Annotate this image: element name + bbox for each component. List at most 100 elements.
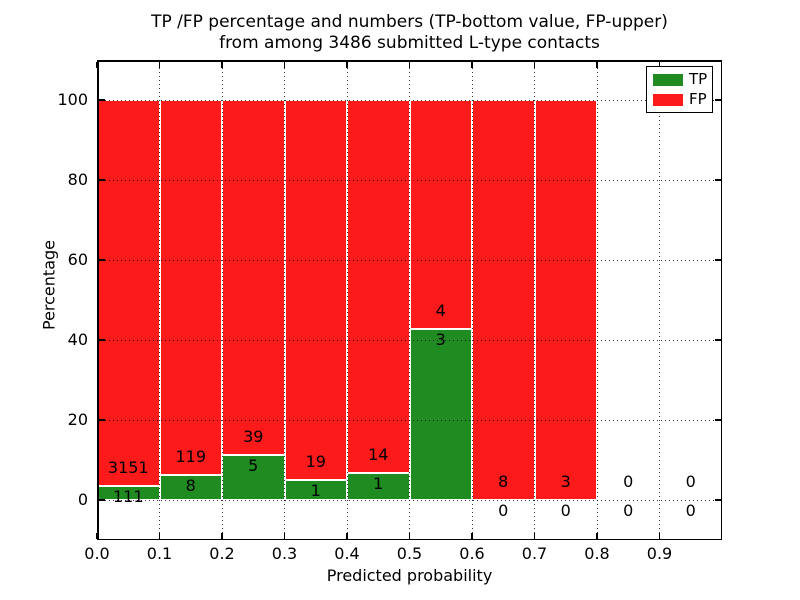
x-tick-mark	[658, 61, 661, 68]
bar-segment-fp	[347, 100, 410, 474]
x-tick-label: 0.1	[146, 544, 173, 563]
tp-count-label: 111	[112, 487, 144, 507]
x-tick-label: 0.4	[334, 544, 360, 563]
gridline-vertical	[659, 60, 660, 540]
plot-area: TP FP 3151 111 119 8 39 5 19 1 14 1 4 3 8 0 3 0 0 0 0 0	[96, 60, 722, 540]
x-tick-mark	[158, 532, 161, 539]
y-tick-mark	[98, 339, 105, 341]
gridline-horizontal	[97, 99, 722, 101]
y-tick-mark	[714, 499, 721, 501]
gridline-horizontal	[97, 499, 722, 501]
y-tick-label: 100	[57, 90, 88, 109]
spine-bottom	[97, 538, 722, 540]
spine-right	[720, 60, 722, 540]
y-tick-label: 0	[77, 490, 88, 509]
gridline-horizontal	[97, 259, 722, 261]
y-tick-mark	[98, 419, 105, 421]
y-tick-mark	[98, 259, 105, 261]
gridline-vertical	[284, 60, 285, 540]
x-tick-label: 0.6	[459, 544, 485, 563]
fp-count-label: 3151	[107, 458, 149, 478]
y-tick-mark	[714, 99, 721, 101]
fp-count-label: 0	[685, 472, 696, 491]
y-tick-label: 60	[67, 250, 88, 269]
x-tick-label: 0.7	[521, 544, 548, 563]
tp-count-label: 1	[310, 481, 321, 500]
chart-title: TP /FP percentage and numbers (TP-bottom…	[97, 12, 722, 54]
x-tick-label: 0.8	[584, 544, 610, 563]
legend: TP FP	[646, 66, 713, 113]
gridline-vertical	[471, 60, 473, 540]
y-tick-mark	[98, 499, 105, 501]
tp-count-label: 0	[685, 501, 696, 520]
tp-count-label: 5	[248, 455, 259, 475]
x-tick-mark	[596, 532, 598, 539]
tp-count-label: 0	[623, 501, 634, 520]
bar-segment-fp	[472, 100, 535, 500]
fp-count-label: 4	[435, 300, 446, 320]
chart-title-line-2: from among 3486 submitted L-type contact…	[219, 33, 600, 53]
gridline-vertical	[409, 60, 410, 540]
y-tick-mark	[714, 419, 721, 421]
fp-count-label: 119	[175, 446, 207, 466]
tp-count-label: 0	[560, 501, 571, 520]
legend-label-tp: TP	[689, 69, 708, 88]
bar-segment-fp	[409, 100, 472, 329]
x-tick-mark	[596, 61, 598, 68]
y-tick-mark	[714, 179, 721, 181]
fp-count-label: 8	[498, 472, 509, 491]
bar-segment-fp	[222, 100, 285, 455]
fp-count-label: 0	[623, 472, 634, 491]
x-tick-label: 0.5	[396, 544, 423, 563]
y-tick-label: 40	[67, 330, 88, 349]
x-tick-mark	[408, 532, 411, 539]
gridline-horizontal	[97, 179, 722, 181]
x-tick-mark	[408, 61, 411, 68]
gridline-vertical	[596, 60, 598, 540]
y-tick-mark	[98, 179, 105, 181]
x-tick-mark	[283, 61, 286, 68]
fp-count-label: 19	[305, 452, 326, 471]
bar-segment-tp	[222, 454, 285, 500]
spine-left	[97, 60, 99, 540]
tp-count-label: 0	[498, 501, 509, 520]
tp-count-label: 1	[373, 474, 384, 494]
x-tick-label: 0.9	[646, 544, 673, 563]
x-tick-mark	[533, 532, 536, 539]
gridline-vertical	[346, 60, 348, 540]
x-tick-label: 0.3	[271, 544, 298, 563]
x-tick-mark	[158, 61, 161, 68]
x-tick-mark	[346, 532, 348, 539]
x-tick-label: 0.0	[84, 544, 110, 563]
gridline-horizontal	[97, 419, 722, 421]
x-tick-mark	[471, 532, 473, 539]
bar-segment-fp	[284, 100, 347, 480]
bar-segment-fp	[97, 100, 160, 487]
legend-swatch-tp	[653, 73, 683, 86]
fp-count-label: 3	[560, 472, 571, 491]
bar-segment-fp	[534, 100, 597, 500]
fp-count-label: 14	[368, 445, 389, 465]
spine-top	[97, 60, 722, 62]
x-axis-label: Predicted probability	[326, 566, 493, 585]
legend-label-fp: FP	[689, 89, 707, 108]
x-tick-mark	[221, 532, 223, 539]
x-tick-mark	[658, 532, 661, 539]
gridline-vertical	[159, 60, 160, 540]
legend-swatch-fp	[653, 93, 683, 106]
gridline-vertical	[221, 60, 223, 540]
bar-segment-tp	[159, 474, 222, 500]
chart-title-line-1: TP /FP percentage and numbers (TP-bottom…	[151, 12, 668, 32]
x-tick-mark	[471, 61, 473, 68]
gridline-vertical	[534, 60, 535, 540]
y-tick-mark	[714, 339, 721, 341]
y-tick-label: 20	[67, 410, 88, 429]
fp-count-label: 39	[243, 426, 264, 446]
bar-segment-tp	[409, 328, 472, 500]
x-tick-mark	[221, 61, 223, 68]
x-tick-mark	[283, 532, 286, 539]
x-tick-mark	[346, 61, 348, 68]
y-tick-mark	[714, 259, 721, 261]
x-tick-label: 0.2	[209, 544, 235, 563]
